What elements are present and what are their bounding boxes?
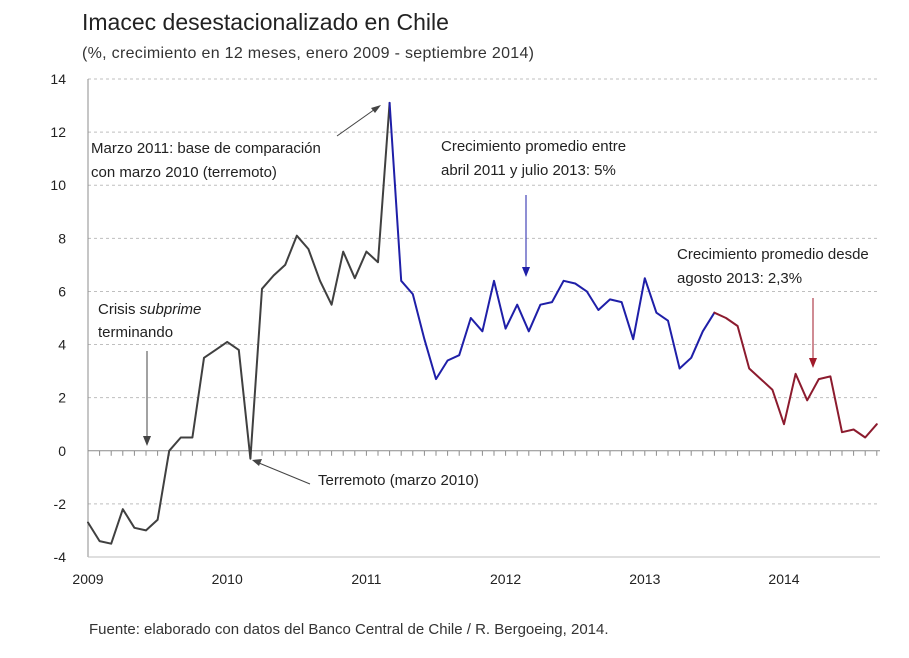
y-tick-label: 0 (58, 443, 66, 459)
series-line-3 (713, 311, 878, 439)
chart-title: Imacec desestacionalizado en Chile (82, 9, 449, 35)
annotation-crisis-line1: Crisis subprime (98, 301, 201, 318)
x-tick-label: 2010 (212, 571, 243, 587)
annotation-promedio-2013-line1: Crecimiento promedio desde (677, 246, 869, 263)
annotation-marzo-2011-arrow (336, 106, 379, 137)
annotation-promedio-2013-arrowhead (809, 358, 817, 368)
annotation-crisis-subprime: Crisis subprime terminando (98, 301, 201, 446)
annotation-terremoto-arrowhead (252, 459, 262, 466)
y-tick-label: -4 (54, 549, 67, 565)
x-axis-tick-labels: 2009 2010 2011 2012 2013 2014 (72, 571, 799, 587)
annotation-terremoto-arrow (258, 462, 311, 485)
annotation-marzo-2011-line1: Marzo 2011: base de comparación (91, 140, 321, 157)
annotation-crisis-arrowhead (143, 436, 151, 446)
y-tick-label: 8 (58, 230, 66, 246)
chart-source: Fuente: elaborado con datos del Banco Ce… (89, 621, 609, 638)
annotation-crisis-text: Crisis (98, 301, 140, 318)
x-tick-label: 2011 (351, 571, 381, 587)
annotation-marzo-2011: Marzo 2011: base de comparación con marz… (91, 105, 381, 181)
annotation-terremoto: Terremoto (marzo 2010) (252, 459, 479, 489)
y-tick-label: 10 (50, 177, 66, 193)
annotation-terremoto-text: Terremoto (marzo 2010) (318, 472, 479, 489)
y-tick-label: -2 (54, 496, 67, 512)
y-tick-label: 14 (50, 71, 66, 87)
chart-subtitle: (%, crecimiento en 12 meses, enero 2009 … (82, 45, 534, 62)
series-line-2 (388, 101, 716, 381)
annotation-promedio-2013-line2: agosto 2013: 2,3% (677, 270, 802, 287)
y-tick-label: 6 (58, 283, 66, 299)
annotation-promedio-2011-2013: Crecimiento promedio entre abril 2011 y … (441, 138, 626, 277)
annotation-promedio-2011-arrowhead (522, 267, 530, 277)
x-tick-label: 2014 (768, 571, 799, 587)
annotation-marzo-2011-arrowhead (371, 105, 381, 113)
annotation-crisis-italic: subprime (140, 301, 202, 318)
y-axis-tick-labels: 14 12 10 8 6 4 2 0 -2 -4 (50, 71, 66, 565)
y-tick-label: 2 (58, 390, 66, 406)
y-tick-label: 12 (50, 124, 66, 140)
series-lines (87, 101, 878, 545)
series-line-1 (87, 101, 391, 545)
x-tick-label: 2009 (72, 571, 103, 587)
annotation-marzo-2011-line2: con marzo 2010 (terremoto) (91, 164, 277, 181)
axes (87, 79, 880, 558)
annotation-crisis-line2: terminando (98, 324, 173, 341)
annotation-promedio-2011-line1: Crecimiento promedio entre (441, 138, 626, 155)
x-tick-label: 2013 (629, 571, 660, 587)
x-tick-label: 2012 (490, 571, 521, 587)
annotation-promedio-2011-line2: abril 2011 y julio 2013: 5% (441, 162, 616, 179)
annotation-promedio-desde-2013: Crecimiento promedio desde agosto 2013: … (677, 246, 869, 368)
y-tick-label: 4 (58, 337, 66, 353)
